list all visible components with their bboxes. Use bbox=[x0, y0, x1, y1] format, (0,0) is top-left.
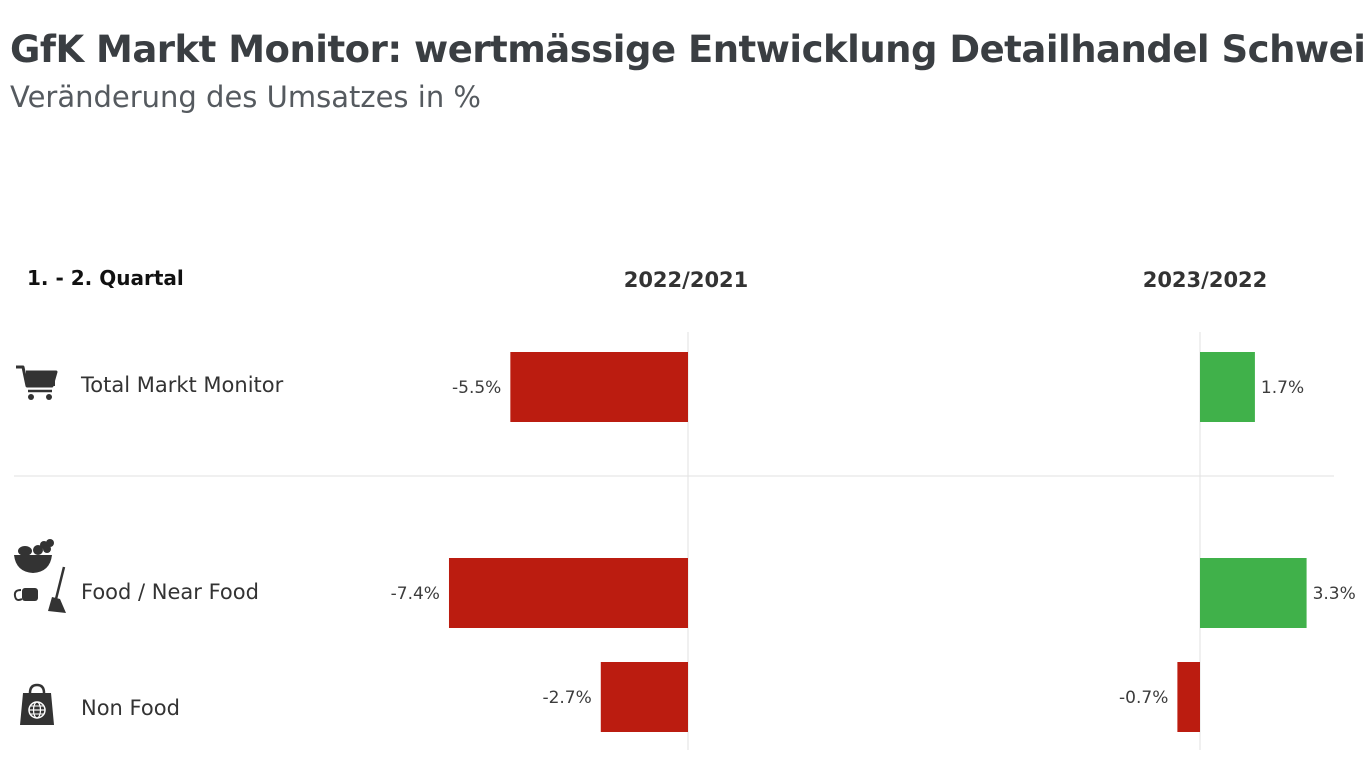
bar-nonfood-2023-2022 bbox=[1177, 662, 1200, 732]
bar-total-2022-2021 bbox=[510, 352, 688, 422]
fruit-basket-and-cleaning-icon bbox=[13, 539, 66, 613]
value-label-nonfood-2023-2022: -0.7% bbox=[1119, 688, 1168, 708]
value-label-nonfood-2022-2021: -2.7% bbox=[542, 688, 591, 708]
chart-subtitle: Veränderung des Umsatzes in % bbox=[10, 80, 481, 114]
value-label-food-2022-2021: -7.4% bbox=[391, 584, 440, 604]
row-label-nonfood: Non Food bbox=[81, 696, 180, 720]
period-label: 1. - 2. Quartal bbox=[27, 266, 184, 290]
bar-total-2023-2022 bbox=[1200, 352, 1255, 422]
chart-title: GfK Markt Monitor: wertmässige Entwicklu… bbox=[10, 28, 1364, 71]
bar-nonfood-2022-2021 bbox=[600, 662, 688, 732]
row-label-total: Total Markt Monitor bbox=[81, 373, 284, 397]
row-label-food: Food / Near Food bbox=[81, 580, 259, 604]
value-label-total-2022-2021: -5.5% bbox=[452, 378, 501, 398]
bar-food-2022-2021 bbox=[448, 558, 688, 628]
shopping-bag-globe-icon bbox=[20, 683, 54, 725]
value-label-total-2023-2022: 1.7% bbox=[1261, 378, 1304, 398]
column-header-2022-2021: 2022/2021 bbox=[623, 268, 749, 292]
bar-food-2023-2022 bbox=[1200, 558, 1307, 628]
column-header-2023-2022: 2023/2022 bbox=[1142, 268, 1268, 292]
shopping-cart-icon bbox=[16, 365, 58, 400]
value-label-food-2023-2022: 3.3% bbox=[1313, 584, 1356, 604]
